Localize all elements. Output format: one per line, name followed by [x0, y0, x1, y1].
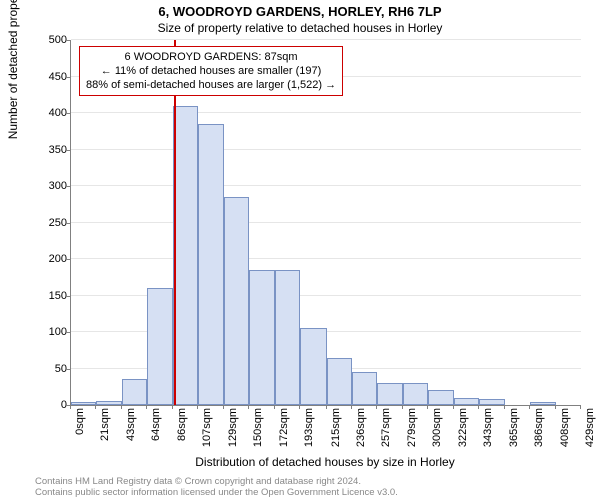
x-tick-label: 21sqm — [99, 408, 111, 458]
x-tick-label: 43sqm — [125, 408, 137, 458]
annotation-line: 88% of semi-detached houses are larger (… — [86, 78, 336, 92]
x-tick-label: 257sqm — [380, 408, 392, 458]
x-tick-label: 86sqm — [176, 408, 188, 458]
histogram-bar — [479, 399, 505, 405]
x-tick-label: 150sqm — [252, 408, 264, 458]
y-tick-label: 200 — [7, 253, 67, 265]
y-tick-label: 350 — [7, 144, 67, 156]
x-tick-label: 107sqm — [201, 408, 213, 458]
histogram-bar — [454, 398, 479, 405]
x-tick-label: 408sqm — [559, 408, 571, 458]
x-tick-label: 300sqm — [431, 408, 443, 458]
chart-subtitle: Size of property relative to detached ho… — [0, 21, 600, 35]
histogram-bar — [530, 402, 556, 405]
chart-title: 6, WOODROYD GARDENS, HORLEY, RH6 7LP — [0, 4, 600, 19]
annotation-line: ← 11% of detached houses are smaller (19… — [86, 64, 336, 78]
histogram-bar — [96, 401, 122, 405]
annotation-line: 6 WOODROYD GARDENS: 87sqm — [86, 50, 336, 64]
x-tick-label: 429sqm — [584, 408, 596, 458]
y-tick-label: 150 — [7, 290, 67, 302]
x-tick-label: 64sqm — [150, 408, 162, 458]
y-tick-label: 450 — [7, 71, 67, 83]
x-tick-label: 193sqm — [303, 408, 315, 458]
y-tick-label: 250 — [7, 217, 67, 229]
y-tick-label: 100 — [7, 326, 67, 338]
plot-area: 6 WOODROYD GARDENS: 87sqm← 11% of detach… — [70, 40, 581, 406]
histogram-bar — [147, 288, 173, 405]
x-tick-label: 236sqm — [355, 408, 367, 458]
histogram-bar — [428, 390, 454, 405]
histogram-bar — [173, 106, 198, 405]
histogram-bar — [377, 383, 403, 405]
x-tick-label: 386sqm — [533, 408, 545, 458]
y-tick-label: 300 — [7, 180, 67, 192]
x-tick-label: 172sqm — [278, 408, 290, 458]
x-tick-label: 215sqm — [330, 408, 342, 458]
x-tick-label: 322sqm — [457, 408, 469, 458]
attribution-text: Contains HM Land Registry data © Crown c… — [35, 476, 398, 498]
histogram-bar — [249, 270, 275, 405]
x-tick-label: 365sqm — [508, 408, 520, 458]
x-tick-label: 343sqm — [482, 408, 494, 458]
histogram-bar — [122, 379, 147, 405]
histogram-bar — [71, 402, 96, 405]
x-tick-label: 129sqm — [227, 408, 239, 458]
chart-container: 6, WOODROYD GARDENS, HORLEY, RH6 7LP Siz… — [0, 0, 600, 500]
histogram-bar — [198, 124, 224, 405]
histogram-bar — [403, 383, 428, 405]
histogram-bar — [300, 328, 326, 405]
attribution-line-2: Contains public sector information licen… — [35, 487, 398, 498]
y-tick-label: 400 — [7, 107, 67, 119]
histogram-bar — [352, 372, 377, 405]
y-tick-label: 0 — [7, 399, 67, 411]
histogram-bar — [275, 270, 300, 405]
x-tick-label: 0sqm — [74, 408, 86, 458]
y-tick-label: 50 — [7, 363, 67, 375]
attribution-line-1: Contains HM Land Registry data © Crown c… — [35, 476, 398, 487]
histogram-bar — [327, 358, 352, 405]
histogram-bar — [224, 197, 249, 405]
annotation-box: 6 WOODROYD GARDENS: 87sqm← 11% of detach… — [79, 46, 343, 96]
y-tick-label: 500 — [7, 34, 67, 46]
x-tick-label: 279sqm — [406, 408, 418, 458]
x-axis-label: Distribution of detached houses by size … — [70, 455, 580, 469]
